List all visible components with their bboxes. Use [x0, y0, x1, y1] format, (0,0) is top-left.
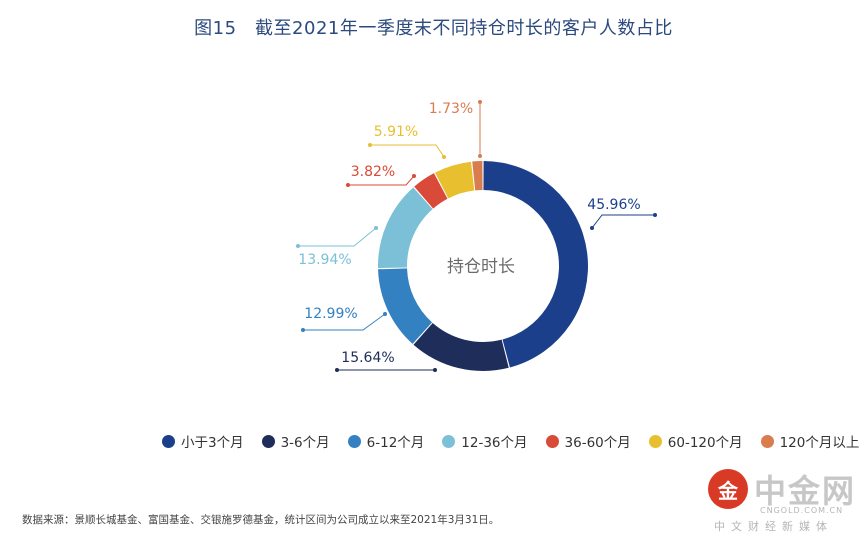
leader-dot-6-1	[442, 155, 446, 159]
leader-dot-7-1	[478, 154, 482, 158]
legend-dot-icon	[347, 434, 361, 448]
legend-dot-icon	[760, 434, 774, 448]
leader-line-4	[298, 227, 377, 247]
leader-dot-1-1	[590, 226, 594, 230]
leader-dot-3-2	[301, 328, 305, 332]
leader-line-6	[370, 144, 445, 158]
legend-item-2: 3-6个月	[261, 431, 330, 451]
center-label: 持仓时长	[447, 257, 515, 277]
watermark-logo: 金 中金网 CNGOLD.COM.CN 中文财经新媒体	[708, 466, 858, 536]
legend-label: 36-60个月	[564, 435, 631, 451]
watermark-url: CNGOLD.COM.CN	[760, 506, 844, 515]
legend-label: 12-36个月	[461, 435, 528, 451]
watermark-slogan: 中文财经新媒体	[714, 520, 833, 533]
legend: 小于3个月 3-6个月 6-12个月 12-36个月 36-60个月 60-120个月 12…	[162, 431, 859, 451]
legend-dot-icon	[162, 434, 175, 448]
legend-label: 小于3个月	[181, 435, 244, 451]
donut-slice-4	[377, 187, 433, 269]
leader-line-5	[348, 175, 415, 186]
data-label-4: 13.94%	[298, 252, 351, 268]
legend-label: 120个月以上	[779, 435, 860, 451]
legend-dot-icon	[261, 434, 275, 448]
legend-item-4: 12-36个月	[442, 431, 528, 451]
leader-dot-7-2	[478, 100, 482, 104]
watermark-name: 中金网	[754, 472, 857, 510]
data-label-7: 1.73%	[429, 101, 473, 117]
data-label-2: 15.64%	[341, 350, 394, 366]
leader-dot-3-1	[383, 312, 387, 316]
leader-dot-2-1	[335, 368, 339, 372]
legend-label: 3-6个月	[280, 435, 330, 451]
data-label-3: 12.99%	[304, 306, 357, 322]
legend-label: 6-12个月	[366, 435, 425, 451]
legend-item-6: 60-120个月	[648, 431, 743, 451]
legend-item-1: 小于3个月	[162, 431, 244, 451]
leader-dot-2-2	[433, 368, 437, 372]
donut-slice-3	[378, 268, 433, 344]
data-label-1: 45.96%	[587, 197, 640, 213]
donut-slice-5	[414, 173, 448, 209]
legend-label: 60-120个月	[667, 435, 743, 451]
leader-line-1	[591, 214, 655, 229]
leader-line-3	[303, 313, 386, 331]
chart-title: 图15 截至2021年一季度末不同持仓时长的客户人数占比	[194, 18, 673, 39]
legend-item-3: 6-12个月	[347, 431, 425, 451]
leader-dot-4-1	[374, 226, 378, 230]
leader-dot-5-1	[412, 174, 416, 178]
leader-dot-1-2	[653, 213, 657, 217]
leader-dot-5-2	[346, 183, 350, 187]
source-note: 数据来源：景顺长城基金、富国基金、交银施罗德基金，统计区间为公司成立以来至202…	[22, 514, 500, 526]
donut-slice-6	[435, 161, 475, 199]
legend-dot-icon	[545, 434, 559, 448]
leader-dot-4-2	[296, 244, 300, 248]
legend-item-5: 36-60个月	[545, 431, 631, 451]
legend-item-7: 120个月以上	[760, 431, 860, 451]
data-label-6: 5.91%	[374, 124, 418, 140]
cngold-logo-icon: 金	[708, 469, 748, 509]
donut-slice-1	[483, 161, 589, 368]
legend-dot-icon	[442, 434, 456, 448]
data-label-5: 3.82%	[351, 164, 395, 180]
donut-slice-2	[413, 322, 509, 371]
leader-dot-6-2	[368, 143, 372, 147]
legend-dot-icon	[648, 434, 662, 448]
donut-slice-7	[472, 161, 483, 191]
